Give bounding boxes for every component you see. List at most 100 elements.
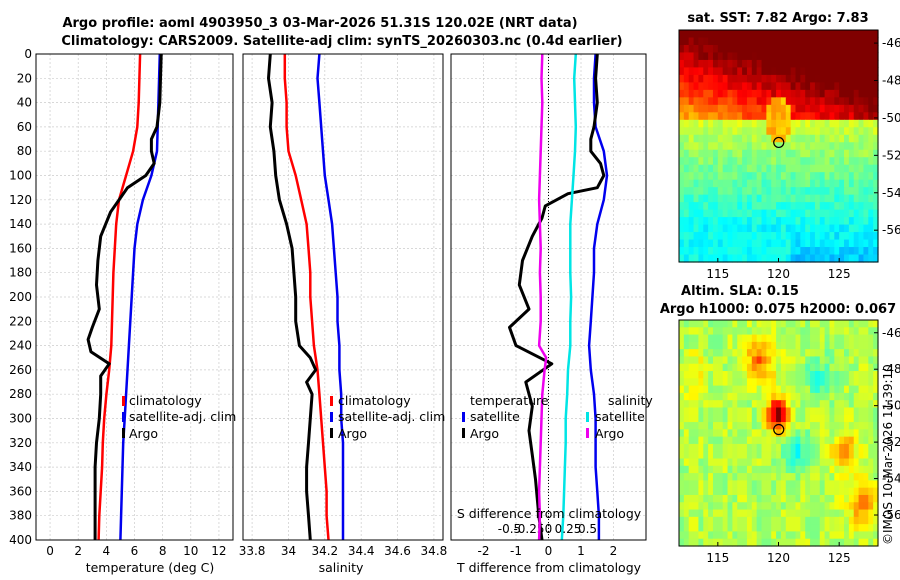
map-cell: [679, 363, 685, 372]
map-cell: [688, 194, 695, 203]
map-cell: [863, 30, 869, 39]
map-cell: [703, 30, 709, 39]
map-cell: [790, 89, 797, 98]
map-cell: [800, 516, 806, 525]
map-cell: [703, 194, 709, 203]
map-cell: [873, 524, 879, 533]
map-cell: [853, 473, 860, 481]
map-cell: [863, 458, 869, 467]
y-tick-label: 300: [9, 412, 32, 426]
map-cell: [844, 320, 850, 328]
map-cell: [873, 480, 879, 489]
map-cell: [761, 217, 767, 226]
map-cell: [839, 202, 845, 211]
map-cell: [844, 37, 850, 46]
map-cell: [746, 179, 753, 188]
map-cell: [761, 67, 767, 76]
map-cell: [868, 422, 874, 430]
map-cell: [708, 378, 714, 387]
map-cell: [679, 134, 685, 143]
map-cell: [780, 67, 787, 76]
map-cell: [766, 127, 772, 136]
map-cell: [708, 487, 714, 496]
map-cell: [712, 142, 719, 151]
map-cell: [737, 247, 743, 256]
map-cell: [746, 247, 753, 256]
map-cell: [679, 378, 685, 387]
map-cell: [848, 509, 855, 518]
map-cell: [708, 149, 714, 158]
map-cell: [751, 232, 758, 241]
map-cell: [708, 502, 714, 511]
map-cell: [858, 179, 865, 188]
map-cell: [722, 67, 729, 76]
map-cell: [688, 516, 695, 525]
map-cell: [858, 119, 865, 128]
map-cell: [780, 149, 787, 158]
map-cell: [737, 392, 743, 401]
map-cell: [858, 422, 865, 430]
map-cell: [742, 52, 748, 61]
map-cell: [873, 149, 879, 158]
map-cell: [708, 52, 714, 61]
map-cell: [751, 74, 758, 83]
map-cell: [829, 502, 835, 511]
map-cell: [703, 127, 709, 136]
map-cell: [727, 392, 733, 401]
map-cell: [688, 494, 695, 503]
map-cell: [737, 44, 743, 54]
map-cell: [679, 52, 685, 61]
map-cell: [863, 538, 869, 547]
map-cell: [795, 202, 801, 211]
map-cell: [688, 149, 695, 158]
map-cell: [844, 232, 850, 241]
map-cell: [800, 239, 806, 248]
map-cell: [810, 480, 816, 489]
map-cell: [756, 371, 763, 379]
map-cell: [868, 30, 874, 39]
map-cell: [819, 127, 826, 136]
map-cell: [800, 194, 806, 203]
map-cell: [868, 392, 874, 401]
map-cell: [722, 82, 729, 91]
map-cell: [742, 104, 748, 113]
map-cell: [742, 320, 748, 328]
map-cell: [810, 429, 816, 438]
map-cell: [805, 44, 811, 54]
map-cell: [785, 142, 792, 151]
map-cell: [795, 127, 801, 136]
map-cell: [824, 502, 831, 511]
map-cell: [766, 385, 772, 394]
map-x-tick-label: 115: [706, 551, 729, 565]
map-cell: [703, 487, 709, 496]
map-cell: [824, 134, 831, 143]
map-cell: [863, 179, 869, 188]
map-cell: [814, 164, 821, 173]
map-cell: [853, 224, 860, 233]
map-cell: [863, 149, 869, 158]
map-cell: [780, 217, 787, 226]
map-cell: [776, 414, 782, 423]
map-cell: [853, 247, 860, 256]
map-cell: [717, 327, 724, 336]
map-cell: [780, 524, 787, 533]
map-cell: [712, 104, 719, 113]
map-cell: [698, 443, 704, 452]
map-cell: [839, 341, 845, 350]
map-cell: [737, 89, 743, 98]
map-cell: [824, 142, 831, 151]
map-cell: [698, 407, 704, 416]
map-cell: [858, 465, 865, 474]
map-cell: [800, 82, 806, 91]
map-cell: [722, 247, 729, 256]
map-cell: [800, 422, 806, 430]
map-cell: [795, 516, 801, 525]
map-cell: [698, 67, 704, 76]
map-cell: [732, 104, 738, 113]
map-cell: [722, 104, 729, 113]
map-cell: [708, 67, 714, 76]
map-cell: [756, 473, 763, 481]
x-tick-label: 8: [159, 544, 167, 558]
map-cell: [805, 334, 811, 343]
